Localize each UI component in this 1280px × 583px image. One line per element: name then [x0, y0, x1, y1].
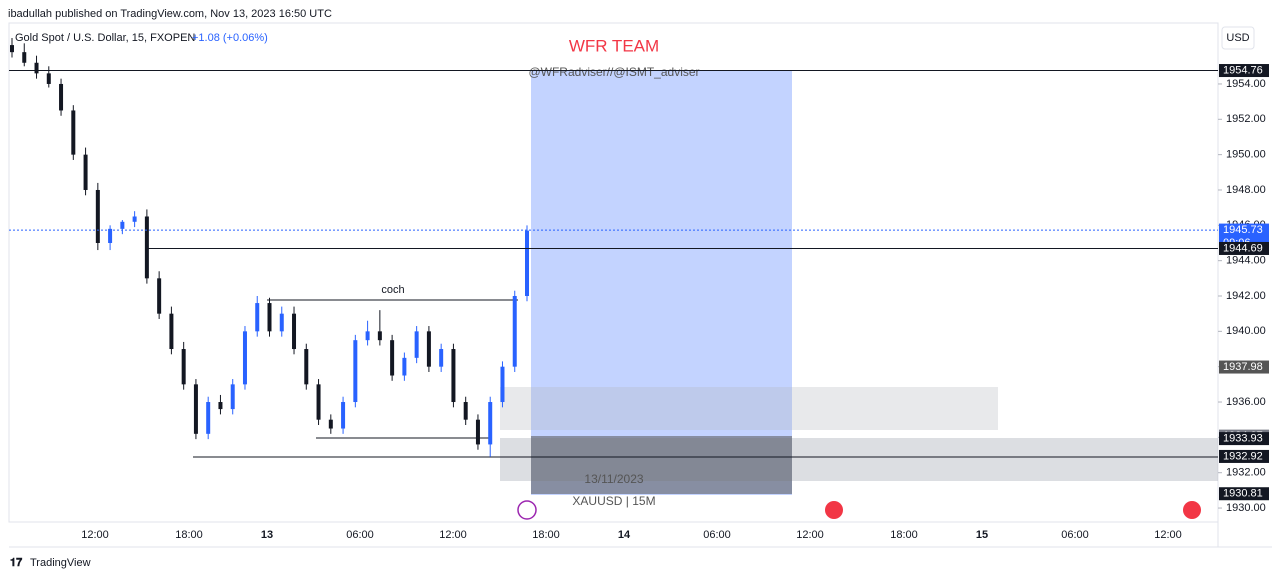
price-tag-label: 1954.76 — [1223, 64, 1263, 76]
price-tag — [1219, 449, 1269, 463]
y-tick-label: 1952.00 — [1226, 113, 1266, 125]
title: WFR TEAM — [569, 36, 659, 55]
candle-body — [488, 402, 493, 445]
candle-body — [132, 216, 137, 222]
candle-body — [95, 189, 100, 243]
candle-body — [120, 221, 125, 229]
candle-body — [108, 228, 113, 243]
x-tick-label: 14 — [618, 529, 631, 541]
y-tick-label: 1942.00 — [1226, 290, 1266, 302]
candle-body — [34, 62, 39, 74]
candle-body — [525, 230, 529, 297]
event-icon[interactable] — [1183, 501, 1201, 519]
candle-body — [365, 331, 370, 341]
candle-body — [316, 384, 321, 420]
candle-body — [181, 349, 186, 385]
long-box — [531, 71, 792, 495]
price-tag-label: 1932.92 — [1223, 450, 1263, 462]
candle-body — [193, 384, 198, 434]
candle-body — [59, 83, 64, 111]
x-tick-label: 12:00 — [796, 529, 824, 541]
y-tick-label: 1950.00 — [1226, 149, 1266, 161]
candle-body — [304, 349, 309, 385]
price-tag — [1219, 487, 1269, 501]
x-tick-label: 06:00 — [1061, 529, 1089, 541]
candle-body — [46, 73, 51, 84]
candle-body — [292, 313, 297, 350]
candle-body — [512, 296, 517, 367]
event-icon[interactable] — [825, 501, 843, 519]
candle-body — [451, 349, 456, 403]
y-tick-label: 1940.00 — [1226, 325, 1266, 337]
price-tag — [1219, 64, 1269, 78]
subtitle: @WFRadviser//@ISMT_adviser — [528, 65, 699, 79]
candle-body — [402, 357, 407, 376]
candle-body — [71, 110, 76, 155]
candle-body — [341, 402, 346, 429]
header: ibadullah published on TradingView.com, … — [8, 8, 332, 20]
annotation: coch — [381, 284, 404, 296]
y-tick-label: 1932.00 — [1226, 467, 1266, 479]
x-tick-label: 15 — [976, 529, 988, 541]
zone — [500, 387, 998, 430]
y-tick-label: 1930.00 — [1226, 502, 1266, 514]
candle-body — [500, 366, 505, 403]
stop-box — [531, 436, 792, 494]
candle-body — [169, 313, 174, 350]
candle-body — [22, 52, 27, 63]
currency-button[interactable] — [1221, 26, 1255, 50]
footer: TradingView — [30, 557, 91, 569]
x-tick-label: 06:00 — [703, 529, 731, 541]
y-tick-label: 1936.00 — [1226, 396, 1266, 408]
candle-body — [414, 331, 419, 358]
symbol: Gold Spot / U.S. Dollar, 15, FXOPEN — [15, 32, 195, 44]
logo: 𝟏𝟕 — [10, 557, 23, 569]
x-tick-label: 12:00 — [439, 529, 467, 541]
x-tick-label: 13 — [261, 529, 273, 541]
candle-body — [475, 419, 480, 445]
y-tick-label: 1944.00 — [1226, 255, 1266, 267]
candle-body — [242, 331, 247, 385]
x-tick-label: 12:00 — [1154, 529, 1182, 541]
price-tag-label: 1937.98 — [1223, 361, 1263, 373]
currency[interactable]: USD — [1226, 32, 1249, 44]
price-tag-label: 1945.73 — [1223, 224, 1263, 236]
annotation: XAUUSD | 15M — [572, 494, 655, 508]
x-tick-label: 18:00 — [890, 529, 918, 541]
candle-body — [157, 278, 162, 314]
candle-body — [144, 216, 149, 279]
price-tag-label: 1930.81 — [1223, 488, 1263, 500]
candle-body — [328, 419, 333, 429]
price-tag — [1219, 360, 1269, 374]
candle-body — [353, 340, 358, 403]
candle-body — [377, 331, 382, 341]
candle-body — [267, 303, 272, 332]
candle-body — [390, 340, 395, 376]
price-tag — [1219, 241, 1269, 255]
candle-body — [439, 349, 444, 367]
price-tag — [1219, 432, 1269, 446]
candle-body — [206, 402, 211, 434]
x-tick-label: 18:00 — [532, 529, 560, 541]
candle-body — [426, 331, 431, 367]
y-tick-label: 1948.00 — [1226, 184, 1266, 196]
candle-body — [255, 303, 260, 332]
x-tick-label: 12:00 — [81, 529, 109, 541]
candle-body — [463, 402, 468, 420]
candle-body — [279, 313, 284, 332]
candle-body — [230, 384, 235, 410]
event-icon[interactable] — [517, 500, 537, 520]
candle-body — [83, 154, 88, 190]
change: +1.08 (+0.06%) — [192, 32, 268, 44]
candle-body — [10, 45, 14, 53]
x-tick-label: 06:00 — [346, 529, 374, 541]
price-tag-label: 1933.93 — [1223, 433, 1263, 445]
candle-body — [218, 402, 223, 410]
annotation: 13/11/2023 — [584, 472, 643, 486]
price-tag-label: 1944.69 — [1223, 242, 1263, 254]
y-tick-label: 1954.00 — [1226, 78, 1266, 90]
x-tick-label: 18:00 — [175, 529, 203, 541]
